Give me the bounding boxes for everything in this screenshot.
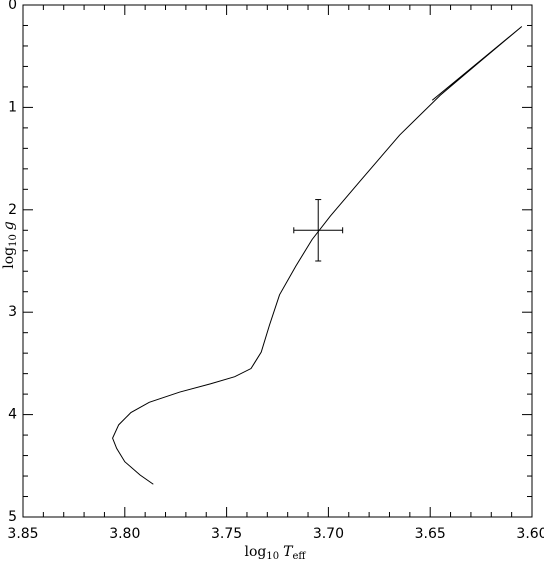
y-tick-label: 3 (8, 304, 17, 320)
y-tick-label: 5 (8, 509, 17, 525)
x-label-part: log (245, 544, 267, 560)
x-tick-label: 3.65 (415, 526, 446, 542)
y-tick-label: 1 (8, 99, 17, 115)
y-axis-label: log10 g (1, 221, 19, 269)
y-tick-label: 0 (8, 0, 17, 13)
x-tick-label: 3.70 (313, 526, 344, 542)
x-axis-label: log10 Teff (245, 544, 307, 562)
x-label-part: eff (292, 551, 306, 562)
x-tick-label: 3.60 (516, 526, 544, 542)
x-tick-label: 3.75 (211, 526, 242, 542)
x-tick-label: 3.85 (7, 526, 38, 542)
y-tick-label: 4 (8, 407, 17, 423)
y-label-part: g (1, 221, 17, 230)
x-label-part: 10 (266, 551, 279, 562)
y-label-part: log (1, 247, 17, 269)
track-line (112, 26, 523, 485)
y-label-part: 10 (8, 234, 19, 247)
x-tick-label: 3.80 (109, 526, 140, 542)
y-tick-label: 2 (8, 202, 17, 218)
x-label-part: T (283, 544, 294, 560)
plot-frame (22, 4, 533, 518)
